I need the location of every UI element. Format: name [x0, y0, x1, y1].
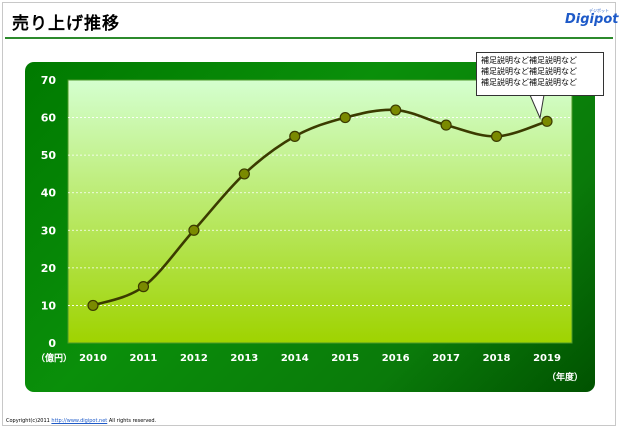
slide-frame [2, 2, 616, 426]
x-tick-labels: 2010 2011 2012 2013 2014 2015 2016 2017 2018 2019 [79, 353, 561, 364]
data-point-2017 [440, 119, 452, 131]
series-line [92, 108, 548, 307]
gridlines [68, 117, 572, 306]
x-tick-label: 2015 [331, 353, 359, 364]
page-title: 売り上げ推移 [12, 14, 120, 34]
x-tick-label: 2010 [79, 353, 107, 364]
data-point-2011 [137, 281, 150, 293]
copyright-prefix: Copyright(c)2011 [6, 418, 52, 424]
copyright-footer: Copyright(c)2011 http://www.digipot.net … [6, 418, 156, 424]
y-tick-label: 20 [41, 262, 57, 275]
callout-line: 補足説明など補足説明など [481, 67, 577, 76]
logo-subtext: デジポット [589, 8, 609, 13]
y-axis-unit-label: （億円） [36, 352, 72, 364]
copyright-suffix: All rights reserved. [107, 418, 157, 424]
y-tick-label: 70 [41, 74, 57, 87]
data-point-2015 [339, 111, 351, 124]
y-tick-label: 60 [41, 112, 57, 125]
data-point-2016 [390, 104, 402, 116]
x-tick-label: 2011 [130, 353, 158, 364]
x-tick-label: 2016 [382, 353, 410, 364]
data-point-2012 [188, 224, 200, 236]
site-link[interactable]: http://www.digipot.net [51, 418, 108, 424]
callout-line: 補足説明など補足説明など [481, 56, 577, 65]
x-tick-label: 2019 [533, 353, 561, 364]
y-tick-label: 10 [41, 299, 57, 312]
data-point-2018 [490, 130, 503, 142]
data-point-2013 [238, 168, 250, 180]
plot-area [67, 79, 573, 344]
y-tick-label: 30 [41, 224, 57, 237]
x-tick-label: 2012 [180, 353, 208, 364]
title-divider [5, 37, 613, 39]
data-point-2014 [289, 130, 301, 142]
data-point-2010 [87, 299, 99, 312]
y-tick-label: 40 [41, 187, 57, 200]
x-axis-unit-label: （年度） [547, 371, 583, 383]
x-tick-label: 2014 [281, 353, 309, 364]
digipot-logo: Digipot デジポット [565, 6, 618, 32]
data-markers [87, 104, 553, 312]
x-tick-label: 2017 [432, 353, 460, 364]
callout-line: 補足説明など補足説明など [481, 78, 577, 87]
x-tick-label: 2018 [483, 353, 511, 364]
x-tick-label: 2013 [230, 353, 258, 364]
y-tick-label: 0 [48, 337, 56, 350]
y-tick-labels: 0 10 20 30 40 50 60 70 [41, 74, 57, 350]
logo-text: Digipot [565, 12, 619, 27]
callout-note: 補足説明など補足説明など 補足説明など補足説明など 補足説明など補足説明など [476, 52, 604, 96]
y-tick-label: 50 [41, 149, 57, 162]
data-point-2019 [541, 115, 553, 127]
